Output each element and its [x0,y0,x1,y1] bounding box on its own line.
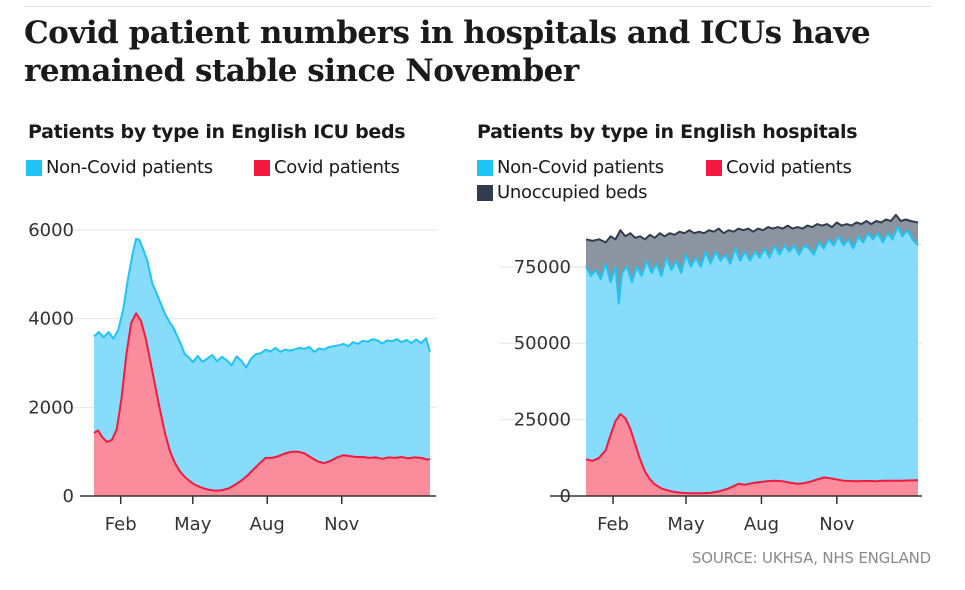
icu-legend-covid: Covid patients [254,157,400,178]
icu-line-covid-patients [93,312,431,492]
source-note: SOURCE: UKHSA, NHS ENGLAND [691,549,931,567]
icu-legend-covid-label: Covid patients [274,157,400,178]
hospital-y-tick-label: 25000 [514,410,571,431]
icu-y-tick-label: 2000 [28,397,74,418]
icu-legend-non-covid-swatch [26,159,42,176]
hospital-legend-covid-label: Covid patients [726,157,852,178]
hospital-line-unoccupied-beds [585,213,919,244]
hospital-x-tick-label: Nov [819,514,854,535]
hospital-line-covid-patients [585,413,919,495]
hospital-legend-non-covid: Non-Covid patients [477,157,664,178]
icu-y-tick-label: 6000 [28,220,74,241]
hospital-legend-non-covid-label: Non-Covid patients [497,157,664,178]
icu-area-non-covid-patients [94,238,430,496]
hospital-x-tick-label: Aug [744,514,779,535]
hospital-x-tick-label: May [667,514,705,535]
icu-x-tick-label: Feb [105,514,137,535]
icu-x-tick-label: Nov [324,514,359,535]
hospital-chart-title: Patients by type in English hospitals [477,121,858,143]
icu-y-tick-label: 0 [63,486,74,507]
hospital-legend-covid-swatch [706,159,722,176]
icu-legend-covid-swatch [254,159,270,176]
icu-x-tick-label: May [174,514,212,535]
hospital-area-non-covid-patients [586,227,918,496]
icu-y-tick-label: 4000 [28,309,74,330]
headline: Covid patient numbers in hospitals and I… [24,15,871,89]
icu-chart-title: Patients by type in English ICU beds [28,121,406,143]
hospital-area-covid-patients [586,414,918,496]
hospital-legend-covid: Covid patients [706,157,852,178]
hospital-y-tick-label: 75000 [514,257,571,278]
icu-legend-non-covid: Non-Covid patients [26,157,213,178]
hospital-y-tick-label: 50000 [514,333,571,354]
hospital-legend-unoccupied-label: Unoccupied beds [497,182,648,203]
hospital-legend-unoccupied: Unoccupied beds [477,182,648,203]
hospital-legend-non-covid-swatch [477,159,493,176]
hospital-line-non-covid-patients [585,226,919,305]
hospital-x-tick-label: Feb [597,514,629,535]
icu-legend-non-covid-label: Non-Covid patients [46,157,213,178]
icu-x-tick-label: Aug [250,514,285,535]
icu-line-non-covid-patients [93,237,431,369]
icu-area-covid-patients [94,313,430,496]
hospital-legend-unoccupied-swatch [477,184,493,201]
top-rule [24,6,932,7]
